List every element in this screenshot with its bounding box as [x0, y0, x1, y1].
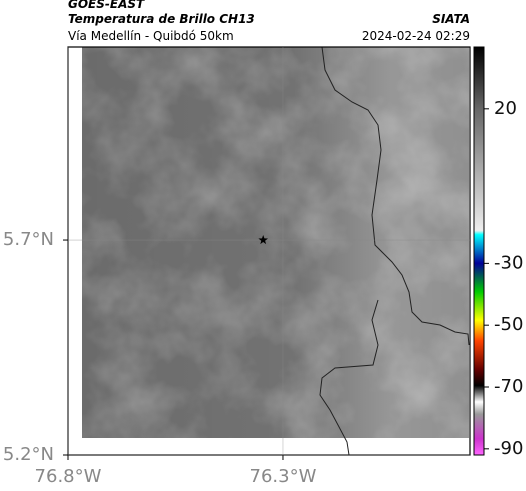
route: Vía Medellín - Quibdó 50km [68, 29, 234, 43]
colorbar-label: -90 [494, 438, 523, 459]
colorbar-label: -50 [494, 314, 523, 335]
subtitle: Temperatura de Brillo CH13 [68, 12, 255, 26]
y-tick-label: 5.7°N [3, 229, 54, 250]
map [82, 46, 470, 456]
y-tick-label: 5.2°N [3, 444, 54, 465]
timestamp: 2024-02-24 02:29 [362, 29, 470, 43]
colorbar-label: -70 [494, 376, 523, 397]
x-tick-label: 76.8°W [35, 466, 102, 487]
location-marker [258, 235, 268, 245]
source: SIATA [432, 12, 470, 26]
x-tick-label: 76.3°W [250, 466, 317, 487]
colorbar-label: 20 [494, 98, 517, 119]
colorbar [473, 46, 485, 456]
title: GOES-EAST [68, 0, 145, 11]
boundary [319, 46, 470, 456]
cloud-overlay [82, 47, 469, 438]
colorbar-label: -30 [494, 252, 523, 273]
